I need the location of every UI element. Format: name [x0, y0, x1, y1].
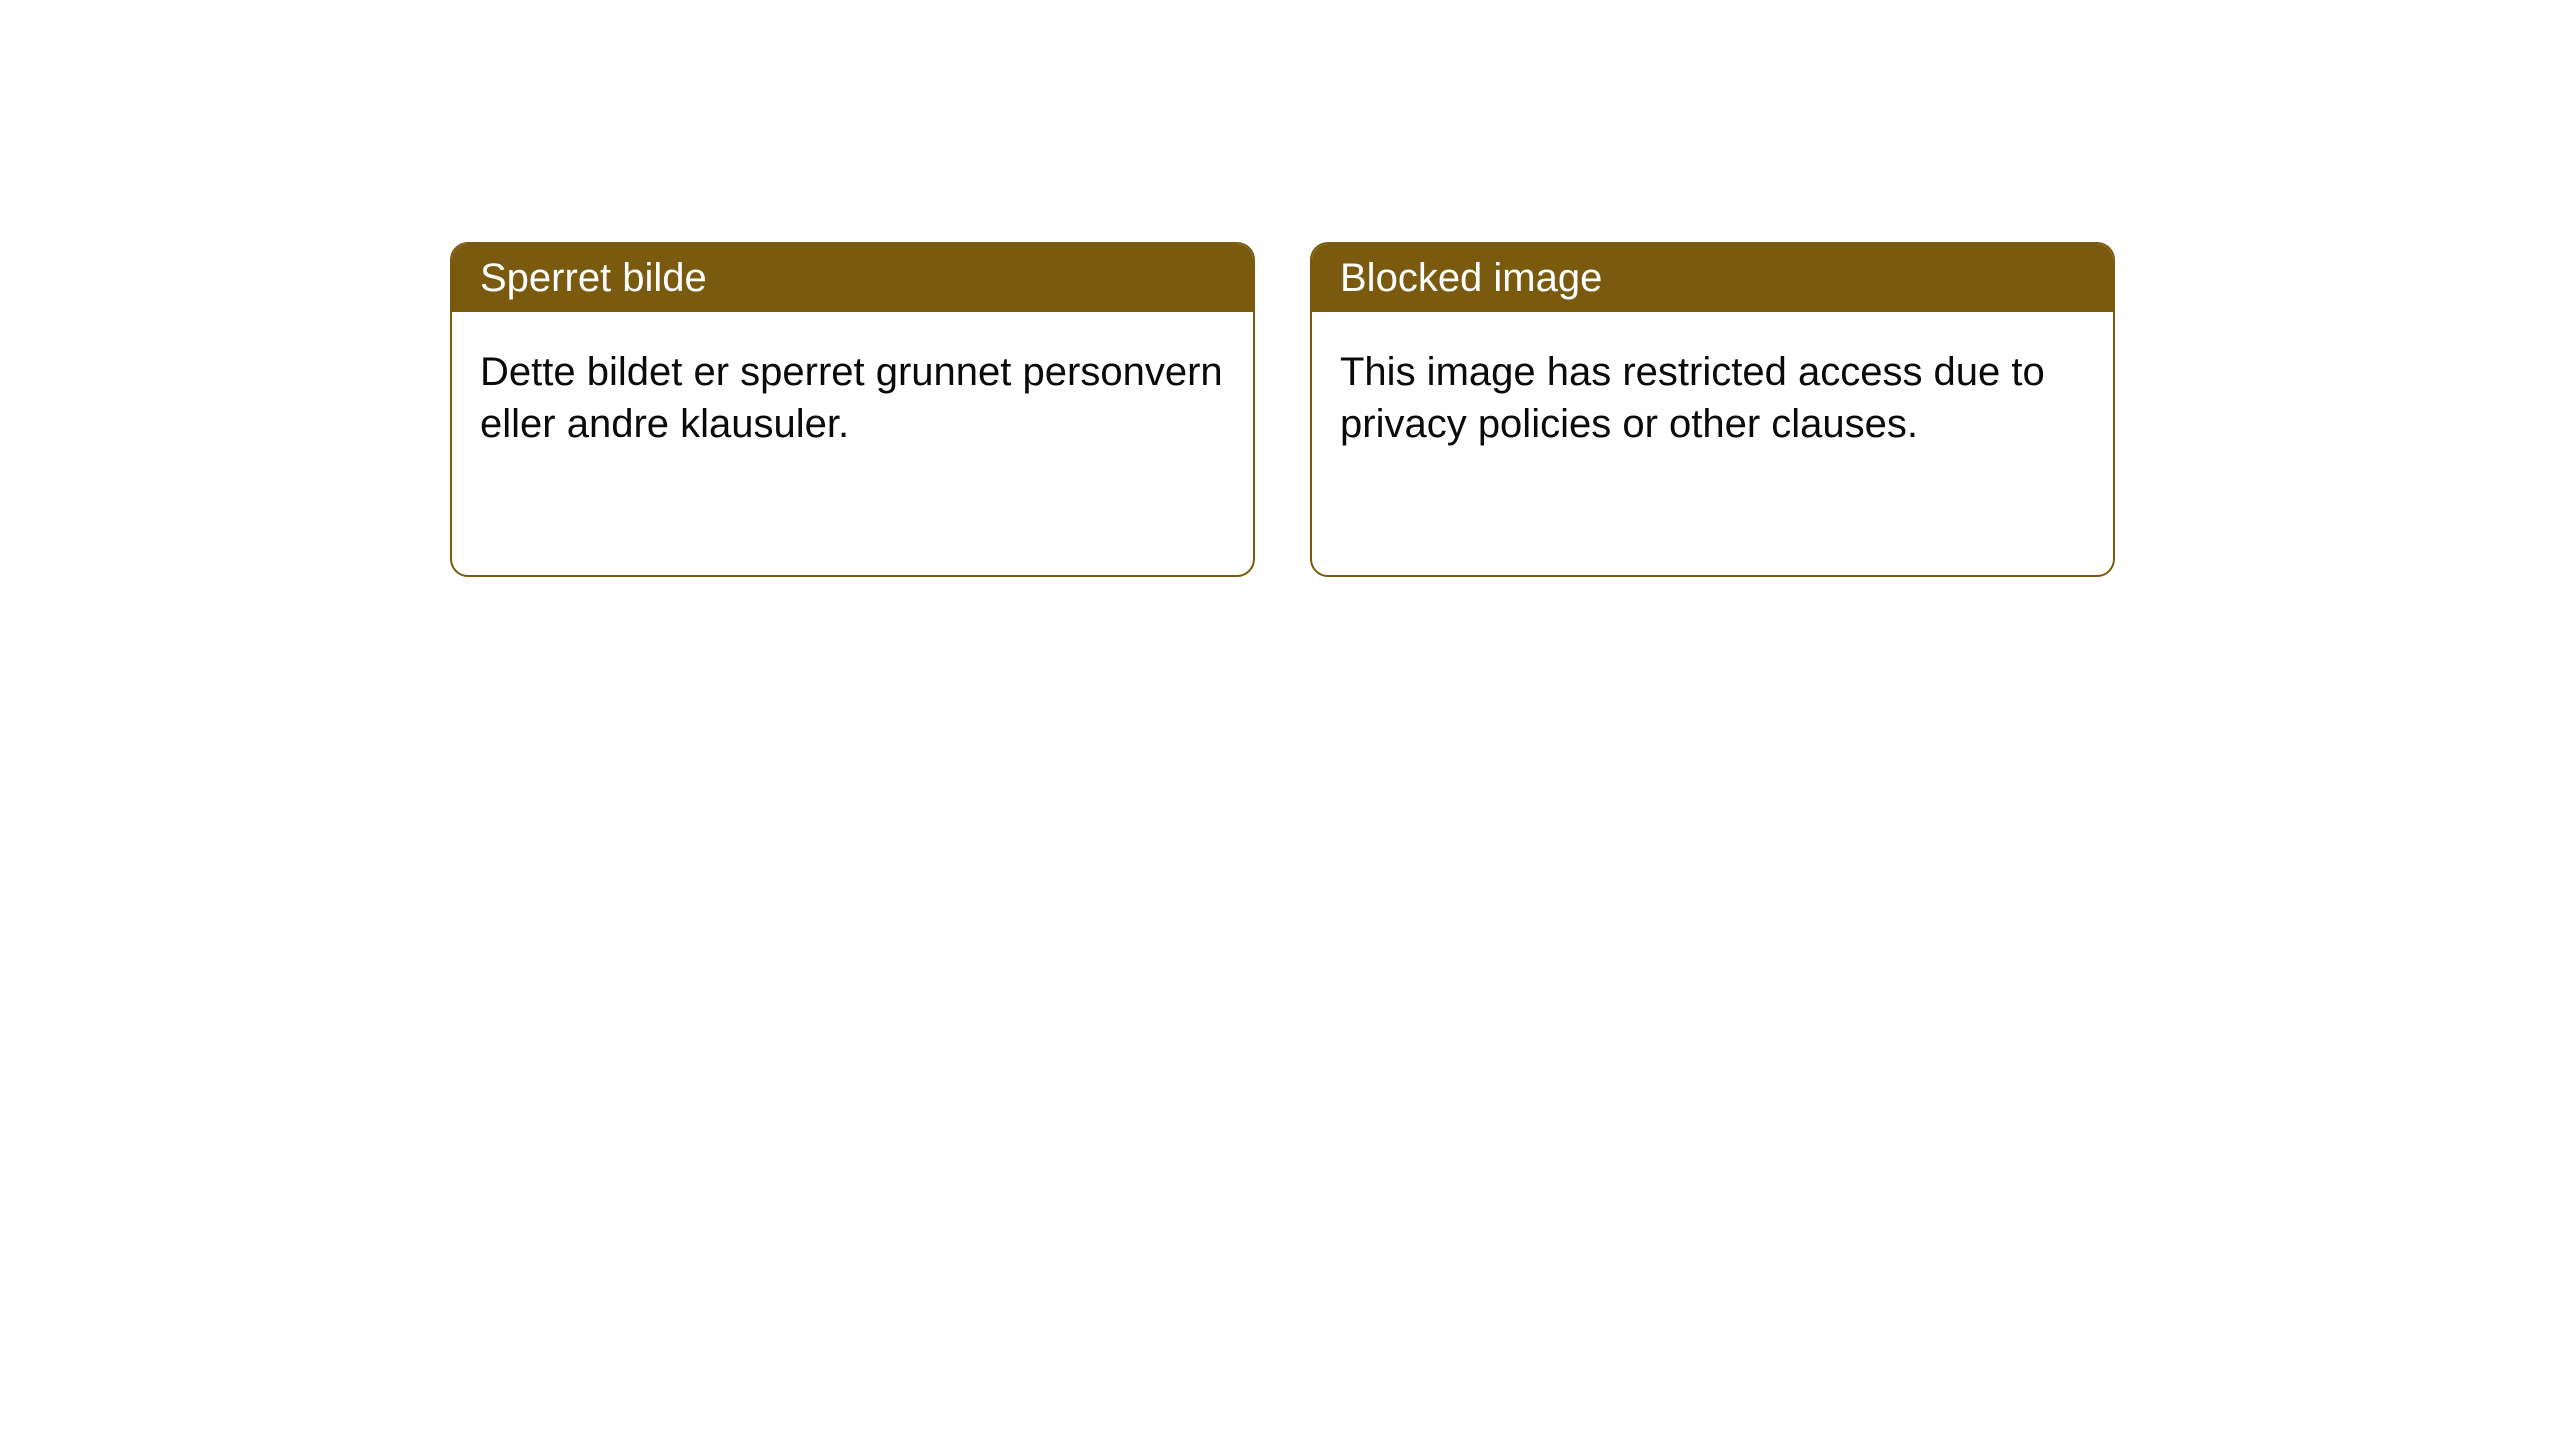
notice-card-english: Blocked image This image has restricted …: [1310, 242, 2115, 577]
notice-container: Sperret bilde Dette bildet er sperret gr…: [0, 0, 2560, 577]
notice-body-norwegian: Dette bildet er sperret grunnet personve…: [452, 312, 1253, 484]
notice-title-english: Blocked image: [1312, 244, 2113, 312]
notice-body-english: This image has restricted access due to …: [1312, 312, 2113, 484]
notice-card-norwegian: Sperret bilde Dette bildet er sperret gr…: [450, 242, 1255, 577]
notice-title-norwegian: Sperret bilde: [452, 244, 1253, 312]
